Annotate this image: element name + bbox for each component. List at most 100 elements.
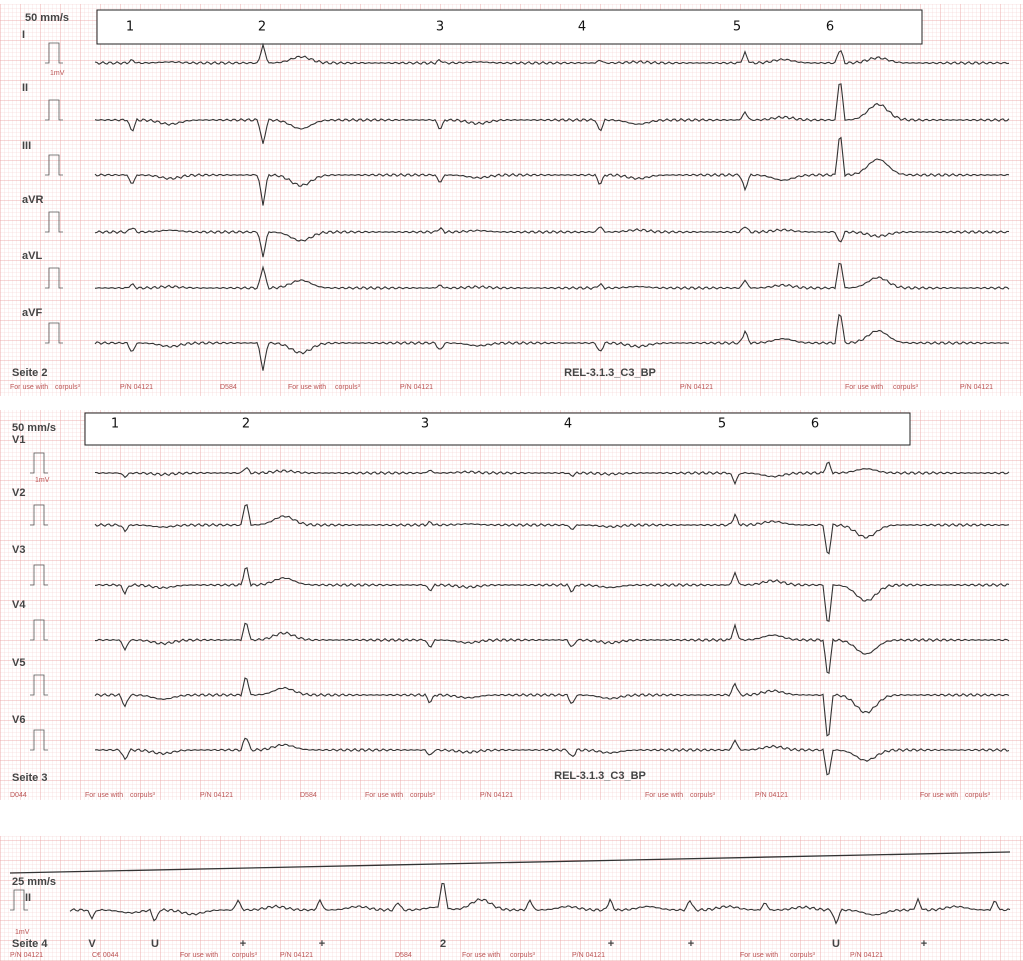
calibration-pulse [30, 729, 48, 751]
beat-number: 1 [126, 20, 134, 35]
calibration-label: 1mV [35, 477, 50, 484]
ecg-trace [94, 737, 1010, 776]
paper-speed: 50 mm/s [25, 12, 69, 24]
ecg-trace [94, 504, 1010, 555]
page-label: Seite 4 [12, 938, 48, 950]
grid-paper [0, 4, 1023, 396]
footer-text: P/N 04121 [400, 384, 433, 391]
footer-text: D584 [300, 792, 317, 799]
ecg-trace [94, 262, 1010, 290]
calibration-pulse [30, 504, 48, 526]
beat-number-box [96, 9, 923, 45]
lead-label: V1 [12, 434, 25, 446]
footer-text: For use with [740, 952, 778, 959]
footer-text: D584 [220, 384, 237, 391]
recording-id: REL-3.1.3_C3_BP [564, 367, 656, 379]
ecg-trace [94, 83, 1010, 144]
beat-number: 6 [826, 20, 834, 35]
ecg-trace [95, 622, 1010, 675]
beat-marker: + [319, 938, 325, 950]
calibration-pulse [30, 674, 48, 696]
calibration-pulse [30, 619, 48, 641]
beat-number: 2 [258, 20, 266, 35]
calibration-pulse [45, 42, 63, 64]
calibration-pulse [45, 154, 63, 176]
calibration-pulse [30, 564, 48, 586]
beat-number: 3 [421, 417, 429, 432]
footer-text: corpuls³ [790, 952, 816, 959]
footer-text: P/N 04121 [120, 384, 153, 391]
footer-text: P/N 04121 [280, 952, 313, 959]
lead-label: V2 [12, 487, 25, 499]
footer-text: For use with [85, 792, 123, 799]
footer-text: corpuls³ [130, 792, 156, 799]
calibration-pulse [45, 99, 63, 121]
lead-label: aVR [22, 194, 43, 206]
footer-text: For use with [288, 384, 326, 391]
footer-text: corpuls³ [690, 792, 716, 799]
footer-text: For use with [10, 384, 48, 391]
lead-label: V6 [12, 714, 25, 726]
beat-marker: U [832, 938, 840, 950]
beat-marker: + [921, 938, 927, 950]
footer-text: corpuls³ [965, 792, 991, 799]
beat-number: 6 [811, 417, 819, 432]
ecg-trace [94, 313, 1009, 371]
lead-label: V3 [12, 544, 25, 556]
footer-text: P/N 04121 [960, 384, 993, 391]
paper-speed: 25 mm/s [12, 876, 56, 888]
lead-label: aVF [22, 307, 42, 319]
beat-marker: V [88, 938, 96, 950]
calibration-pulse [10, 889, 28, 911]
footer-text: For use with [920, 792, 958, 799]
footer-text: P/N 04121 [572, 952, 605, 959]
footer-text: C€ 0044 [92, 952, 119, 959]
page-label: Seite 3 [12, 772, 47, 784]
lead-label: II [25, 892, 31, 904]
beat-marker: + [688, 938, 694, 950]
page-label: Seite 2 [12, 367, 47, 379]
lead-label: aVL [22, 250, 42, 262]
calibration-label: 1mV [50, 70, 65, 77]
beat-marker: U [151, 938, 159, 950]
footer-text: P/N 04121 [200, 792, 233, 799]
lead-label: I [22, 29, 25, 41]
recording-id: REL-3.1.3_C3_BP [554, 770, 646, 782]
beat-marker: + [240, 938, 246, 950]
calibration-pulse [45, 322, 63, 344]
beat-number: 5 [718, 417, 726, 432]
beat-number-box [84, 412, 911, 446]
footer-text: corpuls³ [410, 792, 436, 799]
ecg-trace [94, 677, 1010, 737]
beat-number: 1 [111, 417, 119, 432]
beat-number: 5 [733, 20, 741, 35]
rhythm-border [9, 851, 1011, 874]
lead-label: V5 [12, 657, 25, 669]
footer-text: For use with [365, 792, 403, 799]
footer-text: corpuls³ [232, 952, 258, 959]
calibration-pulse [45, 211, 63, 233]
ecg-trace [69, 882, 1011, 925]
footer-text: corpuls³ [55, 384, 81, 391]
ecg-trace [94, 461, 1010, 486]
footer-text: For use with [845, 384, 883, 391]
calibration-label: 1mV [15, 929, 30, 936]
lead-label: III [22, 140, 31, 152]
beat-number: 4 [564, 417, 572, 432]
beat-marker: + [608, 938, 614, 950]
beat-number: 3 [436, 20, 444, 35]
footer-text: P/N 04121 [850, 952, 883, 959]
footer-text: P/N 04121 [680, 384, 713, 391]
calibration-pulse [30, 452, 48, 474]
beat-number: 4 [578, 20, 586, 35]
footer-text: For use with [180, 952, 218, 959]
footer-text: P/N 04121 [755, 792, 788, 799]
footer-text: For use with [462, 952, 500, 959]
footer-text: P/N 04121 [480, 792, 513, 799]
footer-text: P/N 04121 [10, 952, 43, 959]
ecg-trace [94, 226, 1010, 258]
footer-text: corpuls³ [510, 952, 536, 959]
ecg-trace [94, 136, 1010, 206]
footer-text: corpuls³ [893, 384, 919, 391]
